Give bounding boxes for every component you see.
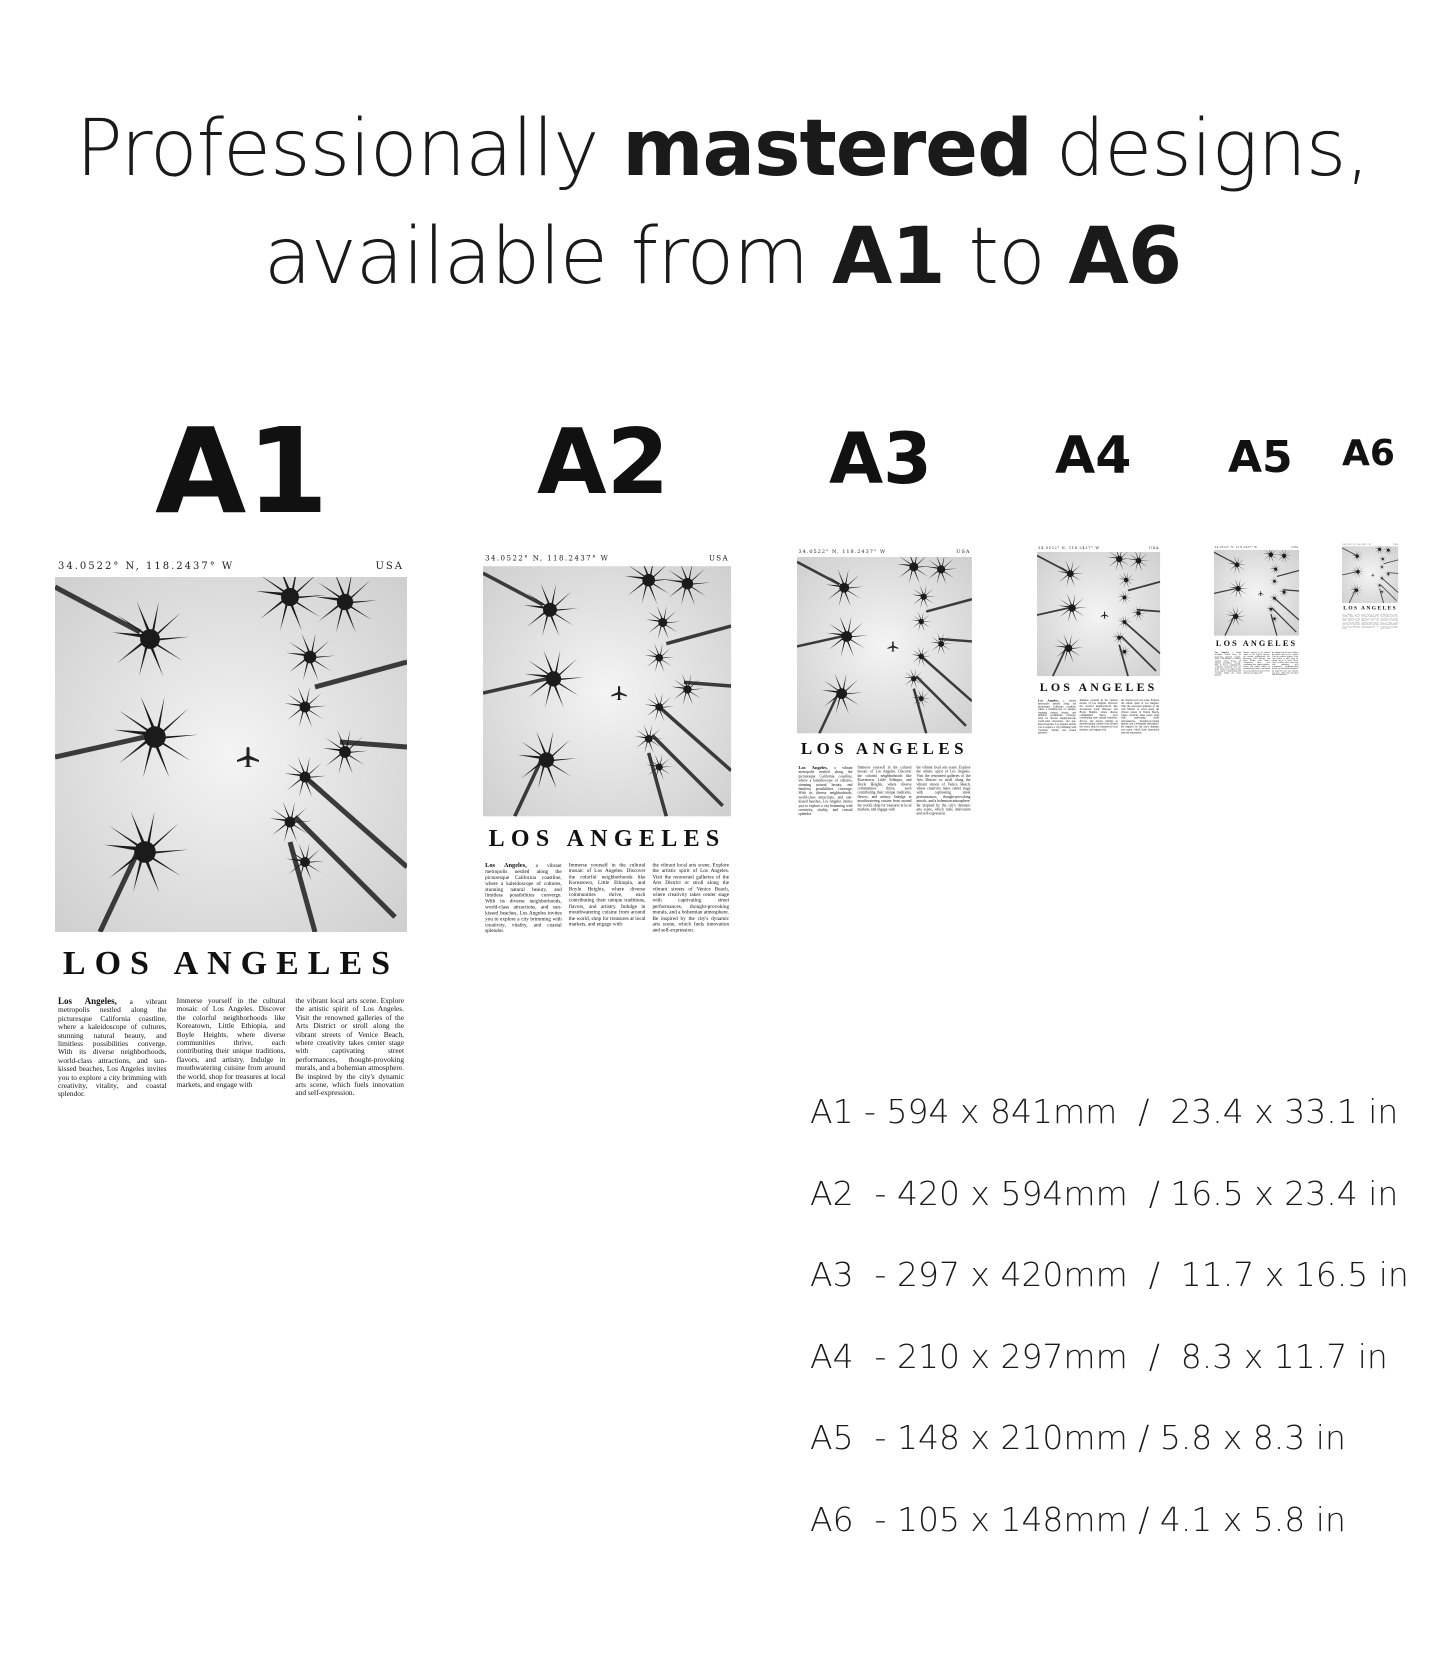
size-label-a6: A6 bbox=[1342, 433, 1395, 474]
palm-trees-photo bbox=[1342, 546, 1398, 603]
poster-body: Los Angeles, a vibrant metropolis nestle… bbox=[1342, 613, 1397, 629]
poster-country: USA bbox=[1149, 546, 1160, 551]
poster-coordinates: 34.0522° N, 118.2437° W bbox=[58, 561, 235, 572]
poster-body: Los Angeles, a vibrant metropolis nestle… bbox=[1215, 651, 1299, 676]
dimension-a5: A5 - 148 x 210mm / 5.8 x 8.3 in bbox=[810, 1418, 1346, 1457]
size-label-a3: A3 bbox=[829, 418, 932, 500]
poster-text: a vibrant metropolis nestled along the p… bbox=[58, 997, 167, 1099]
dimension-a1: A1 - 594 x 841mm / 23.4 x 33.1 in bbox=[810, 1092, 1399, 1131]
poster-column-1: Los Angeles, a vibrant metropolis nestle… bbox=[58, 997, 167, 1099]
dimension-a3: A3 - 297 x 420mm / 11.7 x 16.5 in bbox=[810, 1255, 1409, 1294]
size-label-a5: A5 bbox=[1228, 432, 1293, 483]
poster-header: 34.0522° N, 118.2437° W USA bbox=[1215, 546, 1299, 549]
headline-text: Professionally bbox=[75, 104, 623, 194]
poster: 34.0522° N, 118.2437° W USA LOS ANGELES … bbox=[55, 557, 407, 1098]
poster: 34.0522° N, 118.2437° W USA LOS ANGELES … bbox=[797, 547, 972, 816]
poster-text: a vibrant metropolis nestled along the p… bbox=[798, 765, 853, 817]
palm-trees-photo bbox=[1037, 552, 1160, 676]
poster-preview-a5: 34.0522° N, 118.2437° W USA LOS ANGELES … bbox=[1214, 545, 1300, 676]
poster-lead: Los Angeles, bbox=[58, 996, 117, 1006]
poster-column-3: the vibrant local arts scene. Explore th… bbox=[916, 765, 971, 816]
poster-header: 34.0522° N, 118.2437° W USA bbox=[58, 561, 404, 572]
poster-title: LOS ANGELES bbox=[800, 739, 969, 759]
palm-trees-photo bbox=[797, 557, 972, 733]
poster-country: USA bbox=[708, 554, 730, 563]
poster-country: USA bbox=[375, 561, 404, 572]
poster-column-1: Los Angeles, a vibrant metropolis nestle… bbox=[1038, 699, 1076, 735]
poster-column-2: Immerse yourself in the cultural mosaic … bbox=[1361, 613, 1379, 629]
poster: 34.0522° N, 118.2437° W USA LOS ANGELES … bbox=[1037, 545, 1161, 734]
poster-coordinates: 34.0522° N, 118.2437° W bbox=[1342, 543, 1371, 546]
poster-preview-a2: 34.0522° N, 118.2437° W USA LOS ANGELES … bbox=[483, 552, 732, 934]
poster-header: 34.0522° N, 118.2437° W USA bbox=[485, 555, 729, 563]
poster-title: LOS ANGELES bbox=[1215, 638, 1298, 648]
poster: 34.0522° N, 118.2437° W USA LOS ANGELES … bbox=[483, 552, 732, 934]
dimension-a4: A4 - 210 x 297mm / 8.3 x 11.7 in bbox=[810, 1336, 1388, 1376]
headline-text: designs, bbox=[1031, 104, 1371, 194]
poster-body: Los Angeles, a vibrant metropolis nestle… bbox=[1038, 699, 1159, 735]
poster-column-2: Immerse yourself in the cultural mosaic … bbox=[857, 765, 912, 812]
poster-body: Los Angeles, a vibrant metropolis nestle… bbox=[798, 765, 971, 817]
poster-column-2: Immerse yourself in the cultural mosaic … bbox=[1243, 651, 1270, 674]
dimension-a2: A2 - 420 x 594mm / 16.5 x 23.4 in bbox=[810, 1173, 1399, 1213]
poster-column-1: Los Angeles, a vibrant metropolis nestle… bbox=[798, 765, 853, 817]
headline-text: available from bbox=[263, 212, 832, 302]
size-label-a1: A1 bbox=[155, 402, 329, 540]
headline-line-2: available from A1 to A6 bbox=[0, 218, 1445, 296]
poster-title: LOS ANGELES bbox=[488, 825, 726, 852]
poster-coordinates: 34.0522° N, 118.2437° W bbox=[1038, 546, 1100, 551]
poster-preview-a3: 34.0522° N, 118.2437° W USA LOS ANGELES … bbox=[797, 547, 972, 816]
poster-title: LOS ANGELES bbox=[1343, 605, 1398, 611]
poster-text: a vibrant metropolis nestled along the p… bbox=[1342, 613, 1360, 630]
poster-column-3: the vibrant local arts scene. Explore th… bbox=[1272, 651, 1299, 676]
poster-country: USA bbox=[1291, 545, 1299, 549]
poster-body: Los Angeles, a vibrant metropolis nestle… bbox=[58, 996, 405, 1099]
poster-text: a vibrant metropolis nestled along the p… bbox=[1214, 651, 1242, 677]
poster-lead: Los Angeles, bbox=[1038, 698, 1059, 703]
palm-trees-photo bbox=[1214, 550, 1299, 636]
poster-header: 34.0522° N, 118.2437° W USA bbox=[1342, 544, 1397, 546]
poster-column-1: Los Angeles, a vibrant metropolis nestle… bbox=[1342, 613, 1359, 629]
headline-line-1: Professionally mastered designs, bbox=[0, 110, 1445, 188]
dimension-list: A1 - 594 x 841mm / 23.4 x 33.1 in A2 - 4… bbox=[810, 1092, 1409, 1581]
poster-column-3: the vibrant local arts scene. Explore th… bbox=[295, 996, 405, 1098]
size-label-a4: A4 bbox=[1055, 426, 1132, 486]
poster-column-3: the vibrant local arts scene. Explore th… bbox=[652, 861, 730, 934]
poster-column-3: the vibrant local arts scene. Explore th… bbox=[1121, 698, 1160, 735]
poster-column-2: Immerse yourself in the cultural mosaic … bbox=[1079, 698, 1118, 732]
poster-lead: Los Angeles, bbox=[798, 765, 828, 771]
poster-preview-a1: 34.0522° N, 118.2437° W USA LOS ANGELES … bbox=[55, 557, 407, 1098]
poster-lead: Los Angeles, bbox=[1214, 651, 1229, 654]
poster-lead: Los Angeles, bbox=[485, 861, 527, 869]
poster-coordinates: 34.0522° N, 118.2437° W bbox=[798, 548, 887, 555]
poster-title: LOS ANGELES bbox=[1039, 680, 1158, 694]
poster-column-2: Immerse yourself in the cultural mosaic … bbox=[176, 996, 286, 1090]
poster-text: a vibrant metropolis nestled along the p… bbox=[1038, 699, 1077, 735]
palm-trees-photo bbox=[483, 566, 731, 816]
poster-header: 34.0522° N, 118.2437° W USA bbox=[1038, 546, 1159, 550]
dimension-a6: A6 - 105 x 148mm / 4.1 x 5.8 in bbox=[810, 1499, 1346, 1539]
headline-bold: A1 bbox=[831, 212, 946, 302]
poster-title: LOS ANGELES bbox=[62, 945, 400, 982]
palm-trees-photo bbox=[55, 577, 407, 932]
poster-country: USA bbox=[956, 548, 971, 555]
size-label-a2: A2 bbox=[537, 410, 670, 515]
headline-text: to bbox=[944, 212, 1069, 302]
poster-preview-a6: 34.0522° N, 118.2437° W USA LOS ANGELES … bbox=[1342, 543, 1399, 630]
poster-header: 34.0522° N, 118.2437° W USA bbox=[798, 549, 970, 554]
poster-country: USA bbox=[1393, 543, 1398, 546]
poster-coordinates: 34.0522° N, 118.2437° W bbox=[1214, 545, 1258, 549]
poster: 34.0522° N, 118.2437° W USA LOS ANGELES … bbox=[1342, 543, 1399, 630]
poster: 34.0522° N, 118.2437° W USA LOS ANGELES … bbox=[1214, 545, 1300, 676]
poster-text: a vibrant metropolis nestled along the p… bbox=[485, 862, 562, 934]
poster-column-3: the vibrant local arts scene. Explore th… bbox=[1380, 613, 1398, 630]
poster-column-2: Immerse yourself in the cultural mosaic … bbox=[568, 861, 646, 928]
poster-preview-a4: 34.0522° N, 118.2437° W USA LOS ANGELES … bbox=[1037, 545, 1161, 734]
headline-bold: mastered bbox=[622, 104, 1033, 194]
headline-bold: A6 bbox=[1068, 212, 1183, 302]
poster-column-1: Los Angeles, a vibrant metropolis nestle… bbox=[1215, 651, 1241, 676]
poster-body: Los Angeles, a vibrant metropolis nestle… bbox=[485, 862, 729, 934]
poster-coordinates: 34.0522° N, 118.2437° W bbox=[485, 554, 610, 563]
poster-column-1: Los Angeles, a vibrant metropolis nestle… bbox=[485, 862, 562, 934]
